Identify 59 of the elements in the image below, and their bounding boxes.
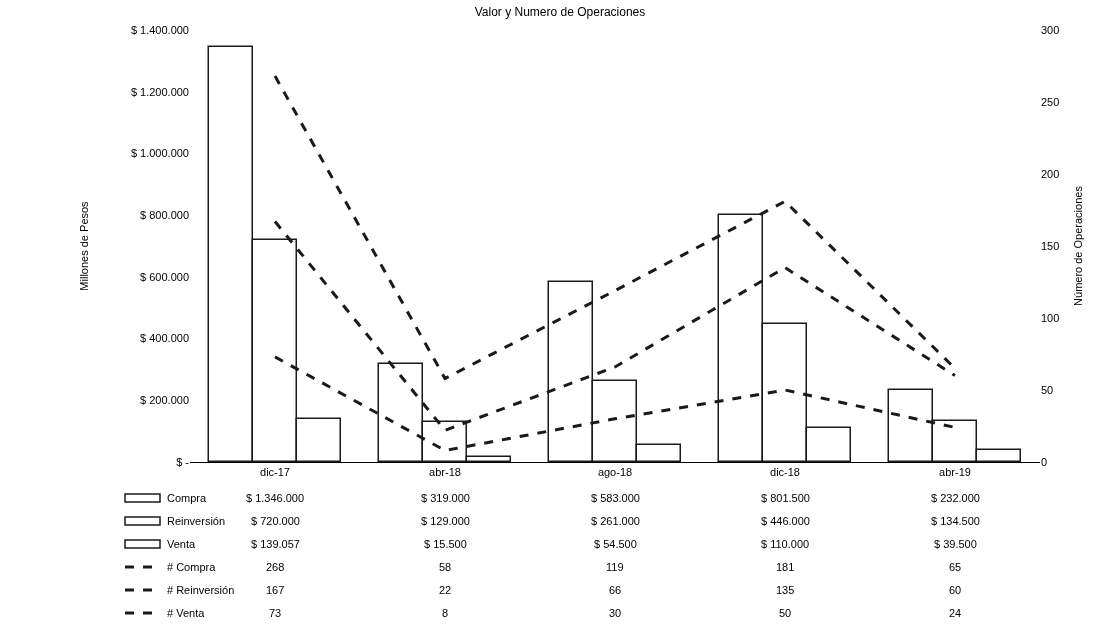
data-label: $ 801.500 xyxy=(761,492,810,504)
x-tick-label: dic-17 xyxy=(260,466,290,479)
data-label: 73 xyxy=(269,607,282,619)
data-label: 181 xyxy=(776,561,795,573)
data-label: $ 15.500 xyxy=(424,538,467,550)
y-tick-label: $ 400.000 xyxy=(140,332,189,345)
data-label: 65 xyxy=(949,561,962,573)
y2-tick-label: 100 xyxy=(1041,311,1060,324)
y-tick-label: $ 1.000.000 xyxy=(130,147,189,160)
data-label: $ 39.500 xyxy=(934,538,977,550)
data-label: 50 xyxy=(779,607,792,619)
y2-tick-label: 200 xyxy=(1041,167,1060,180)
data-label: 119 xyxy=(606,561,624,573)
data-label: $ 583.000 xyxy=(591,492,640,504)
legend-label: Reinversión xyxy=(167,515,226,527)
data-label: $ 110.000 xyxy=(761,538,810,550)
y-axis-title: Millones de Pesos xyxy=(77,200,90,291)
data-label: 268 xyxy=(266,561,285,573)
chart-title: Valor y Numero de Operaciones xyxy=(474,5,646,20)
data-label: $ 720.000 xyxy=(251,515,300,527)
data-label: $ 129.000 xyxy=(421,515,470,527)
data-label: $ 139.057 xyxy=(251,538,300,550)
y-tick-label: $ 1.200.000 xyxy=(130,85,189,98)
data-label: 60 xyxy=(949,584,962,596)
y-tick-label: $ - xyxy=(176,455,190,468)
y-tick-label: $ 600.000 xyxy=(140,270,189,283)
legend-label: # Venta xyxy=(167,607,206,619)
data-label: 8 xyxy=(442,607,449,619)
x-tick-label: dic-18 xyxy=(770,466,800,479)
data-label: $ 446.000 xyxy=(761,515,810,527)
legend-label: Compra xyxy=(167,492,208,504)
y2-tick-label: 150 xyxy=(1041,239,1060,252)
legend-label: Venta xyxy=(167,538,197,550)
data-label: $ 261.000 xyxy=(591,515,640,527)
x-tick-label: abr-19 xyxy=(939,466,971,479)
data-label: $ 232.000 xyxy=(931,492,980,504)
legend-label: # Reinversión xyxy=(167,584,235,596)
data-label: 30 xyxy=(609,607,622,619)
data-label: 66 xyxy=(609,584,622,596)
data-label: $ 134.500 xyxy=(931,515,980,527)
data-label: $ 319.000 xyxy=(421,492,470,504)
y2-axis-title: Número de Operaciones xyxy=(1071,185,1084,306)
data-label: $ 54.500 xyxy=(594,538,637,550)
y2-tick-label: 300 xyxy=(1041,23,1060,36)
data-label: 167 xyxy=(266,584,285,596)
data-label: $ 1.346.000 xyxy=(246,492,305,504)
data-label: 58 xyxy=(439,561,452,573)
data-label: 22 xyxy=(439,584,452,596)
y2-tick-label: 250 xyxy=(1041,95,1060,108)
y-tick-label: $ 1.400.000 xyxy=(130,23,189,36)
y2-tick-label: 0 xyxy=(1041,455,1048,468)
y-tick-label: $ 800.000 xyxy=(140,208,189,221)
data-label: 24 xyxy=(949,607,962,619)
legend-label: # Compra xyxy=(167,561,217,573)
data-label: 135 xyxy=(776,584,795,596)
y-tick-label: $ 200.000 xyxy=(140,394,189,407)
x-tick-label: abr-18 xyxy=(429,466,461,479)
y2-tick-label: 50 xyxy=(1041,383,1054,396)
x-tick-label: ago-18 xyxy=(597,466,633,479)
